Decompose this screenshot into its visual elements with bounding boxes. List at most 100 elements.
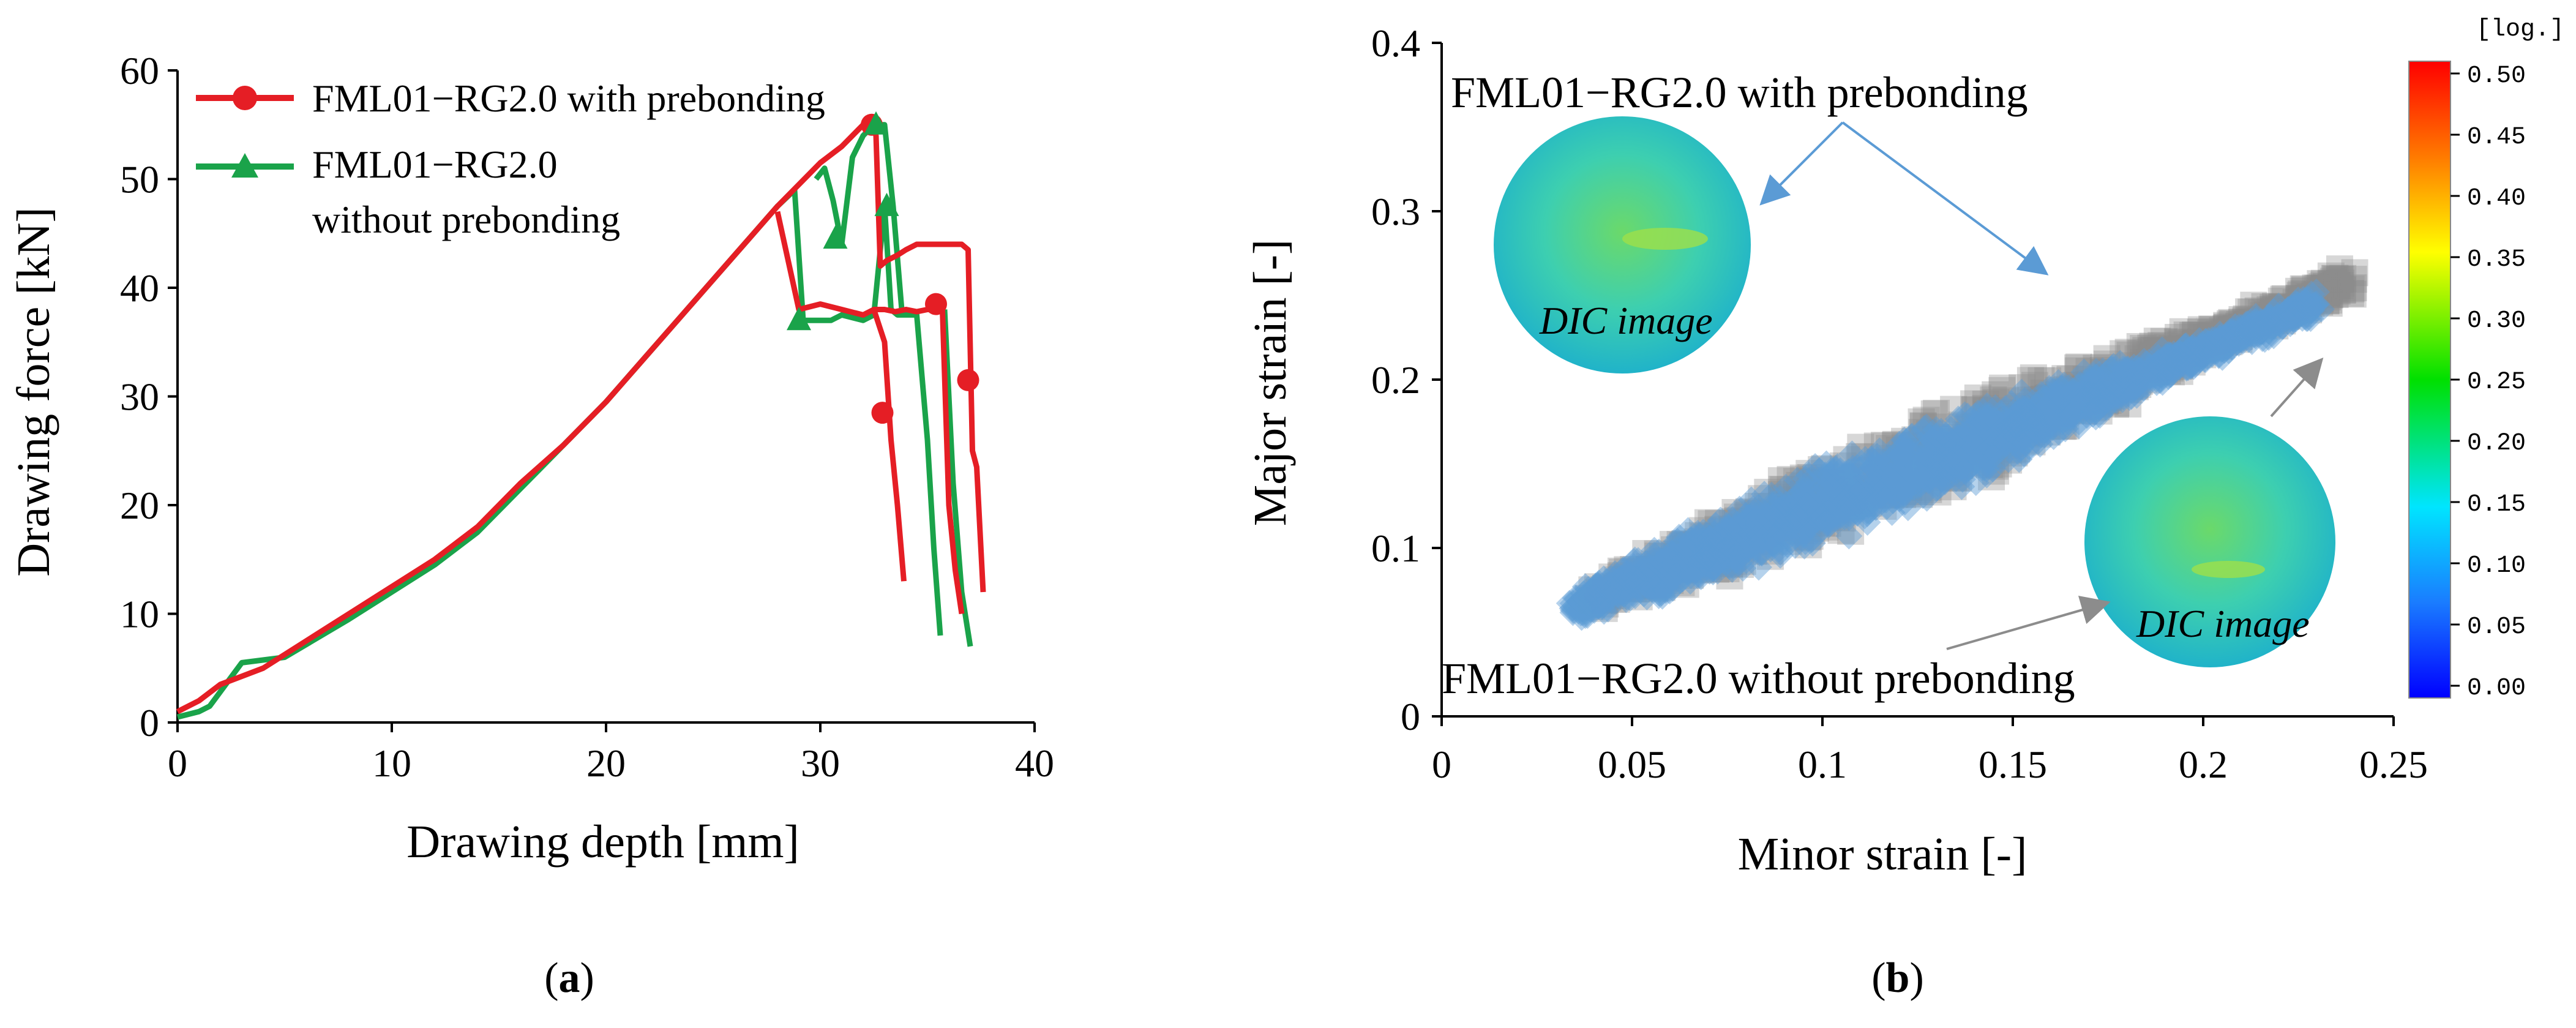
dic-image-bottom-label: DIC image <box>2136 602 2310 645</box>
scatter-point-without-prebonding <box>2157 355 2184 382</box>
scatter-point-without-prebonding <box>1990 399 2017 427</box>
scatter-point-without-prebonding <box>1954 416 1982 443</box>
scatter-point-without-prebonding <box>2310 269 2338 297</box>
scatter-point-with-prebonding <box>2100 378 2128 405</box>
scatter-point-without-prebonding <box>1669 545 1696 572</box>
scatter-point-without-prebonding <box>1674 531 1701 559</box>
scatter-point-with-prebonding <box>2097 355 2125 383</box>
scatter-point-without-prebonding <box>2318 269 2345 297</box>
scatter-point-without-prebonding <box>1703 531 1731 559</box>
scatter-point-without-prebonding <box>2087 377 2114 405</box>
scatter-point-without-prebonding <box>2081 377 2108 404</box>
scatter-point-without-prebonding <box>2099 365 2126 392</box>
scatter-point-with-prebonding <box>1935 448 1963 476</box>
scatter-point-with-prebonding <box>1991 431 2019 459</box>
scatter-point-without-prebonding <box>1885 437 1913 464</box>
scatter-point-without-prebonding <box>2295 296 2323 324</box>
scatter-point-without-prebonding <box>2163 335 2190 362</box>
chart-a-y-tick-label: 0 <box>140 701 159 745</box>
scatter-point-without-prebonding <box>2092 386 2119 414</box>
scatter-point-without-prebonding <box>1789 481 1817 508</box>
scatter-point-without-prebonding <box>1612 565 1640 593</box>
scatter-point-without-prebonding <box>2261 303 2289 331</box>
scatter-point-without-prebonding <box>2163 328 2191 356</box>
scatter-point-without-prebonding <box>2061 391 2088 418</box>
scatter-point-without-prebonding <box>1718 509 1746 537</box>
scatter-point-without-prebonding <box>1776 500 1803 527</box>
scatter-point-without-prebonding <box>1892 433 1919 460</box>
chart-b-x-tick-label: 0.2 <box>2179 743 2228 786</box>
scatter-point-with-prebonding <box>2260 307 2287 334</box>
scatter-point-without-prebonding <box>1794 523 1821 551</box>
scatter-point-without-prebonding <box>2037 386 2064 413</box>
scatter-point-with-prebonding <box>1926 458 1954 486</box>
scatter-point-without-prebonding <box>1985 450 2012 478</box>
scatter-point-without-prebonding <box>2189 341 2217 369</box>
scatter-point-without-prebonding <box>1719 543 1747 571</box>
scatter-point-without-prebonding <box>1799 482 1826 510</box>
scatter-point-without-prebonding <box>2034 418 2061 446</box>
scatter-point-without-prebonding <box>2260 293 2287 321</box>
scatter-point-with-prebonding <box>2073 402 2100 429</box>
scatter-point-without-prebonding <box>2095 362 2122 390</box>
scatter-point-without-prebonding <box>1647 563 1674 590</box>
scatter-point-without-prebonding <box>1663 543 1690 571</box>
scatter-point-with-prebonding <box>1687 550 1714 578</box>
scatter-point-with-prebonding <box>1566 588 1593 616</box>
scatter-point-without-prebonding <box>1723 523 1751 551</box>
scatter-point-without-prebonding <box>1718 523 1745 550</box>
scatter-point-without-prebonding <box>1644 540 1671 568</box>
scatter-point-without-prebonding <box>1758 493 1785 520</box>
scatter-point-without-prebonding <box>1833 446 1860 473</box>
scatter-point-without-prebonding <box>2044 381 2072 409</box>
scatter-point-without-prebonding <box>2181 322 2209 350</box>
scatter-point-without-prebonding <box>1952 421 1980 449</box>
scatter-point-with-prebonding <box>1675 557 1702 585</box>
scatter-point-without-prebonding <box>1781 497 1808 524</box>
scatter-point-without-prebonding <box>1643 560 1671 587</box>
scatter-point-without-prebonding <box>2064 385 2092 413</box>
scatter-point-without-prebonding <box>1719 517 1747 545</box>
scatter-point-without-prebonding <box>2270 285 2297 313</box>
scatter-point-without-prebonding <box>1852 463 1880 491</box>
scatter-point-without-prebonding <box>1680 555 1707 583</box>
scatter-point-with-prebonding <box>2187 345 2214 372</box>
scatter-point-without-prebonding <box>2233 305 2260 332</box>
scatter-point-without-prebonding <box>2111 375 2139 403</box>
scatter-point-without-prebonding <box>1983 422 2010 449</box>
scatter-point-with-prebonding <box>1950 445 1978 473</box>
scatter-point-without-prebonding <box>1807 468 1834 496</box>
scatter-point-without-prebonding <box>1802 484 1829 511</box>
scatter-point-with-prebonding <box>1723 546 1750 574</box>
scatter-point-without-prebonding <box>2070 397 2098 425</box>
scatter-point-without-prebonding <box>1923 399 1950 427</box>
scatter-point-without-prebonding <box>1607 557 1634 585</box>
scatter-point-without-prebonding <box>1818 487 1846 515</box>
scatter-point-without-prebonding <box>2090 359 2117 386</box>
scatter-point-without-prebonding <box>2307 270 2334 298</box>
scatter-point-without-prebonding <box>2289 288 2316 315</box>
scatter-point-without-prebonding <box>1702 528 1730 556</box>
scatter-point-without-prebonding <box>1870 492 1897 520</box>
scatter-point-without-prebonding <box>1603 574 1630 601</box>
scatter-point-without-prebonding <box>2130 348 2157 376</box>
scatter-point-with-prebonding <box>1769 529 1796 557</box>
scatter-point-without-prebonding <box>2056 396 2084 424</box>
scatter-point-without-prebonding <box>1866 465 1894 492</box>
scatter-point-with-prebonding <box>2109 355 2136 383</box>
scatter-point-without-prebonding <box>1947 427 1975 454</box>
scatter-point-without-prebonding <box>1620 556 1647 583</box>
scatter-point-without-prebonding <box>2136 340 2163 368</box>
chart-a-y-tick-label: 60 <box>120 49 159 92</box>
scatter-point-without-prebonding <box>2121 359 2148 386</box>
scatter-point-with-prebonding <box>2147 365 2174 392</box>
scatter-point-without-prebonding <box>2032 403 2059 430</box>
scatter-point-without-prebonding <box>1633 563 1661 591</box>
scatter-point-without-prebonding <box>1627 571 1655 599</box>
scatter-point-without-prebonding <box>1650 564 1677 591</box>
scatter-point-with-prebonding <box>2011 387 2039 415</box>
scatter-point-without-prebonding <box>1993 418 2021 446</box>
scatter-point-without-prebonding <box>1851 443 1879 471</box>
scatter-point-without-prebonding <box>1688 517 1716 544</box>
scatter-point-without-prebonding <box>1956 414 1984 441</box>
